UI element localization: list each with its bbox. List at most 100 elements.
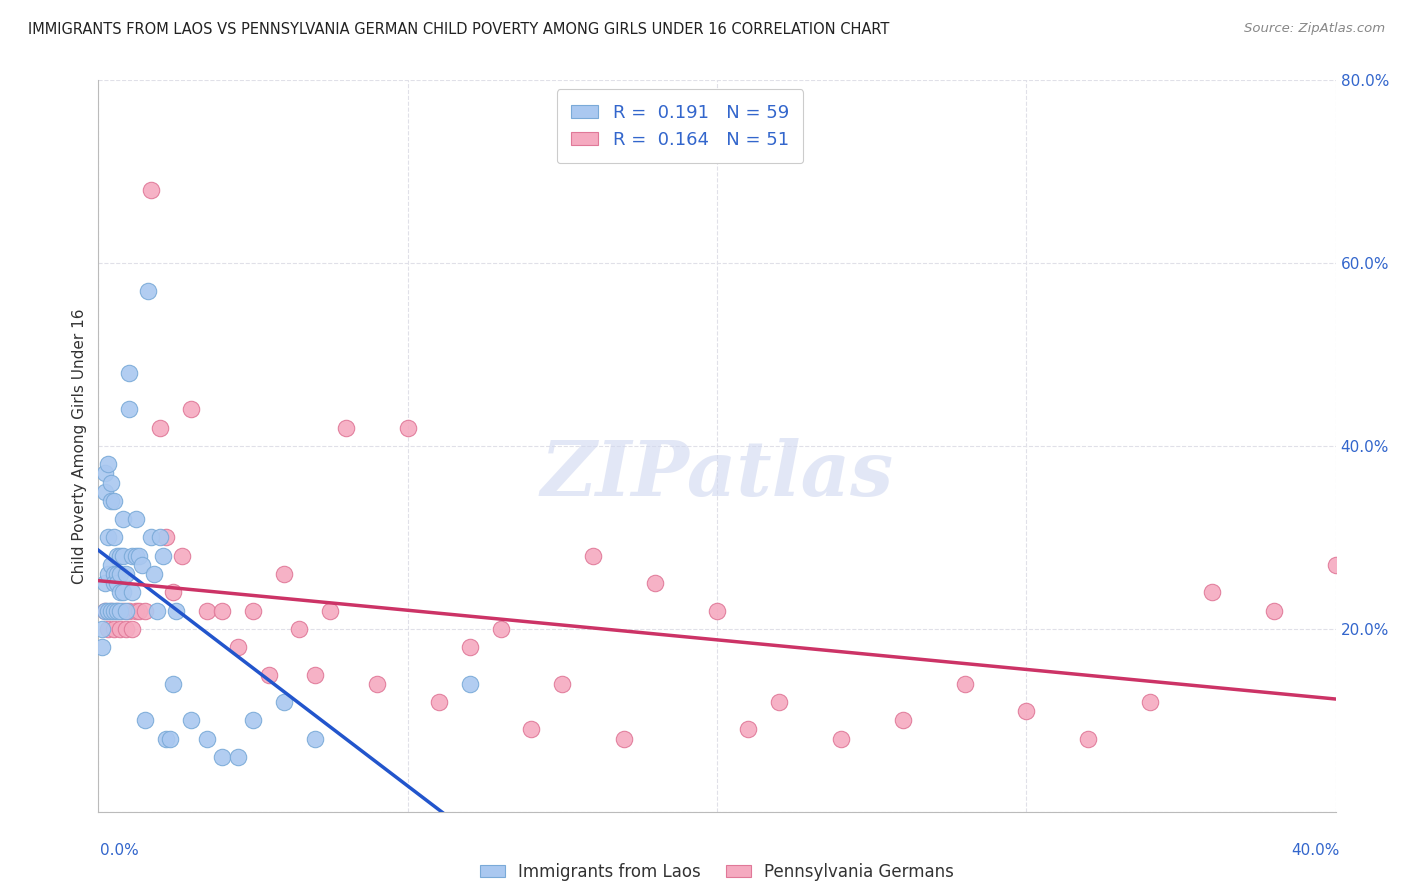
Point	[97, 530, 120, 544]
Point	[273, 695, 295, 709]
Point	[458, 640, 481, 655]
Point	[139, 530, 162, 544]
Point	[149, 530, 172, 544]
Point	[830, 731, 852, 746]
Point	[768, 695, 790, 709]
Point	[103, 603, 125, 617]
Point	[90, 622, 112, 636]
Point	[226, 640, 249, 655]
Point	[128, 549, 150, 563]
Point	[112, 585, 135, 599]
Point	[644, 576, 666, 591]
Point	[396, 421, 419, 435]
Point	[706, 603, 728, 617]
Point	[304, 667, 326, 681]
Point	[112, 512, 135, 526]
Point	[195, 603, 218, 617]
Point	[613, 731, 636, 746]
Point	[155, 530, 177, 544]
Point	[118, 402, 141, 417]
Point	[273, 567, 295, 582]
Text: ZIPatlas: ZIPatlas	[540, 438, 894, 512]
Point	[100, 475, 122, 490]
Point	[103, 493, 125, 508]
Point	[242, 714, 264, 728]
Point	[105, 603, 128, 617]
Point	[93, 467, 115, 481]
Point	[195, 731, 218, 746]
Point	[100, 603, 122, 617]
Point	[93, 484, 115, 499]
Point	[180, 402, 202, 417]
Point	[118, 366, 141, 380]
Point	[124, 549, 146, 563]
Point	[489, 622, 512, 636]
Point	[103, 622, 125, 636]
Point	[100, 558, 122, 572]
Point	[149, 421, 172, 435]
Point	[146, 603, 169, 617]
Point	[134, 603, 156, 617]
Point	[108, 622, 131, 636]
Point	[128, 603, 150, 617]
Point	[582, 549, 605, 563]
Point	[121, 585, 143, 599]
Point	[1324, 558, 1347, 572]
Point	[551, 676, 574, 690]
Point	[170, 549, 193, 563]
Point	[953, 676, 976, 690]
Y-axis label: Child Poverty Among Girls Under 16: Child Poverty Among Girls Under 16	[72, 309, 87, 583]
Point	[103, 567, 125, 582]
Point	[162, 585, 184, 599]
Text: IMMIGRANTS FROM LAOS VS PENNSYLVANIA GERMAN CHILD POVERTY AMONG GIRLS UNDER 16 C: IMMIGRANTS FROM LAOS VS PENNSYLVANIA GER…	[28, 22, 890, 37]
Point	[121, 549, 143, 563]
Point	[115, 567, 138, 582]
Point	[100, 493, 122, 508]
Point	[118, 603, 141, 617]
Point	[152, 549, 174, 563]
Point	[288, 622, 311, 636]
Point	[134, 714, 156, 728]
Point	[105, 576, 128, 591]
Point	[458, 676, 481, 690]
Point	[108, 585, 131, 599]
Point	[90, 640, 112, 655]
Point	[124, 512, 146, 526]
Point	[1139, 695, 1161, 709]
Point	[257, 667, 280, 681]
Point	[165, 603, 187, 617]
Point	[1015, 704, 1038, 718]
Point	[226, 749, 249, 764]
Point	[211, 603, 233, 617]
Point	[105, 549, 128, 563]
Point	[112, 603, 135, 617]
Point	[136, 284, 159, 298]
Point	[97, 458, 120, 472]
Point	[115, 603, 138, 617]
Point	[131, 558, 153, 572]
Point	[319, 603, 342, 617]
Point	[162, 676, 184, 690]
Point	[108, 549, 131, 563]
Point	[1077, 731, 1099, 746]
Point	[737, 723, 759, 737]
Point	[105, 603, 128, 617]
Point	[139, 183, 162, 197]
Point	[103, 530, 125, 544]
Point	[1263, 603, 1285, 617]
Point	[97, 603, 120, 617]
Point	[108, 603, 131, 617]
Legend: Immigrants from Laos, Pennsylvania Germans: Immigrants from Laos, Pennsylvania Germa…	[474, 856, 960, 888]
Point	[891, 714, 914, 728]
Point	[112, 549, 135, 563]
Point	[211, 749, 233, 764]
Point	[93, 603, 115, 617]
Point	[427, 695, 450, 709]
Point	[93, 603, 115, 617]
Point	[100, 603, 122, 617]
Point	[105, 567, 128, 582]
Point	[1201, 585, 1223, 599]
Point	[159, 731, 181, 746]
Point	[93, 576, 115, 591]
Point	[304, 731, 326, 746]
